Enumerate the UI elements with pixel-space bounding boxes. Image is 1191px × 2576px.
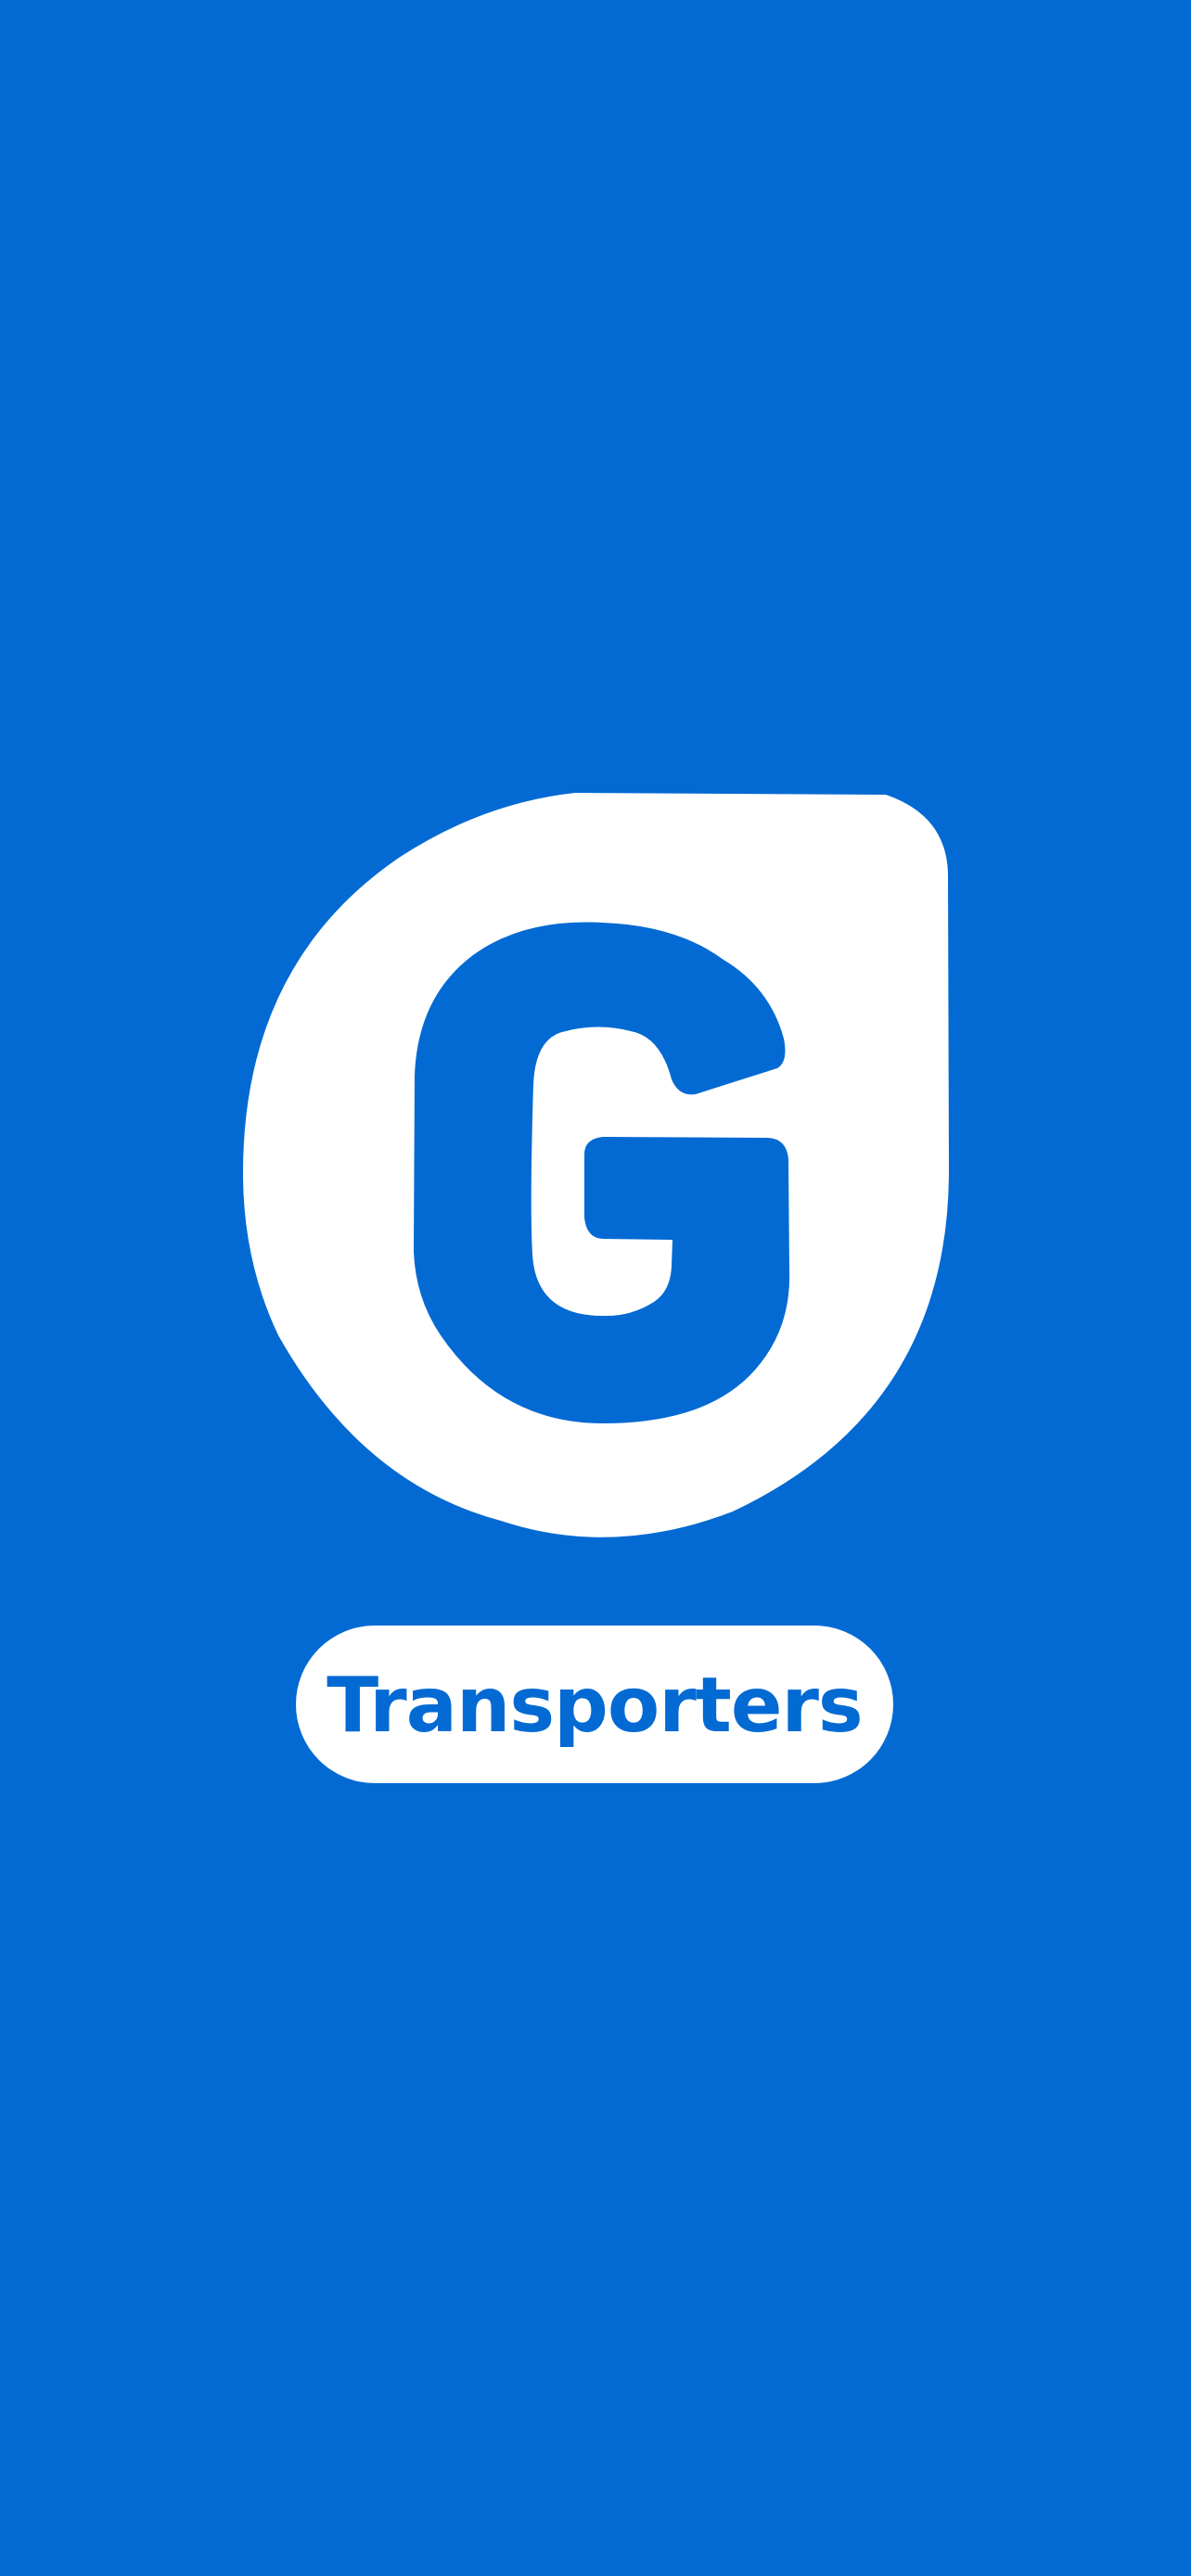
- transporters-badge: Transporters: [296, 1626, 893, 1783]
- g-logo-icon: [239, 792, 950, 1543]
- badge-label: Transporters: [327, 1662, 863, 1750]
